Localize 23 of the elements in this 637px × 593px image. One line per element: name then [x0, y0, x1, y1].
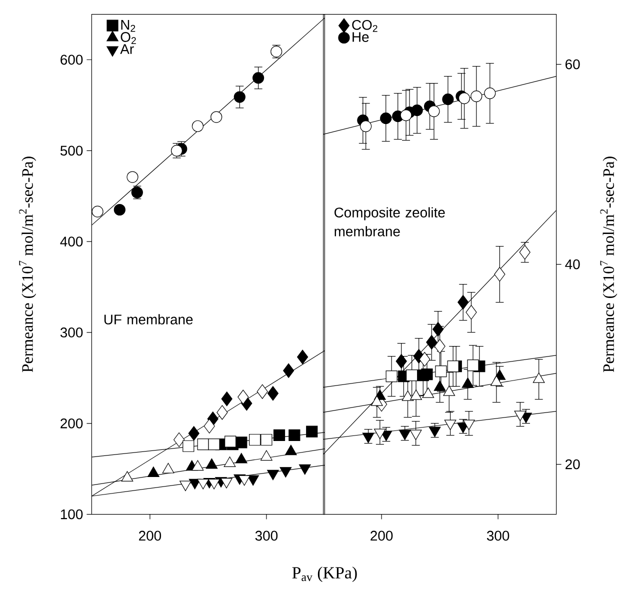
y-tick-label: 200 — [60, 418, 83, 428]
y-tick-label: 600 — [60, 54, 83, 65]
x-tick-label: 300 — [255, 530, 278, 541]
x-tick-label: 200 — [370, 530, 393, 541]
legend-label: Ar — [120, 44, 134, 54]
y-axis-title: Permeance (X10$^{7}$ mol/m$^{2}$-sec-Pa) — [600, 156, 618, 372]
legend-label: O$_{2}$ — [120, 32, 136, 44]
y-tick-label: 500 — [60, 146, 83, 156]
x-axis-title: P$_{av}$ (KPa) — [292, 566, 357, 582]
x-tick-label: 200 — [139, 530, 162, 541]
legend-label: He — [352, 32, 369, 42]
y-tick-label: 40 — [565, 259, 580, 270]
y-tick-label: 100 — [60, 509, 83, 520]
y-tick-label: 60 — [566, 59, 580, 70]
y-tick-label: 300 — [60, 328, 83, 338]
y-tick-label: 20 — [566, 459, 580, 470]
annotation: UF membrane — [104, 314, 193, 324]
legend-label: N$_{2}$ — [121, 20, 136, 32]
annotation: Composite zeolite membrane — [334, 207, 445, 236]
legend-label: CO$_{2}$ — [352, 20, 378, 32]
x-tick-label: 300 — [486, 530, 510, 541]
y-axis-title: Permeance (X10$^{7}$ mol/m$^{2}$-sec-Pa) — [19, 156, 36, 372]
y-tick-label: 400 — [60, 236, 83, 247]
